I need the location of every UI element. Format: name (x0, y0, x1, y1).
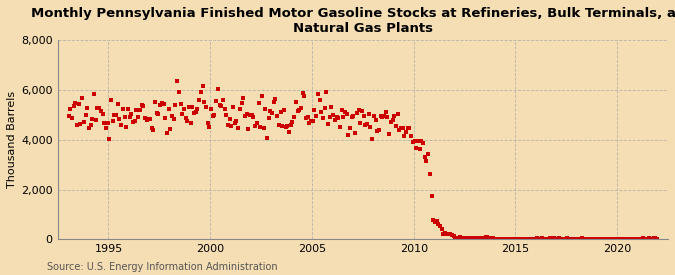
Y-axis label: Thousand Barrels: Thousand Barrels (7, 91, 17, 188)
Title: Monthly Pennsylvania Finished Motor Gasoline Stocks at Refineries, Bulk Terminal: Monthly Pennsylvania Finished Motor Gaso… (31, 7, 675, 35)
Text: Source: U.S. Energy Information Administration: Source: U.S. Energy Information Administ… (47, 262, 278, 272)
